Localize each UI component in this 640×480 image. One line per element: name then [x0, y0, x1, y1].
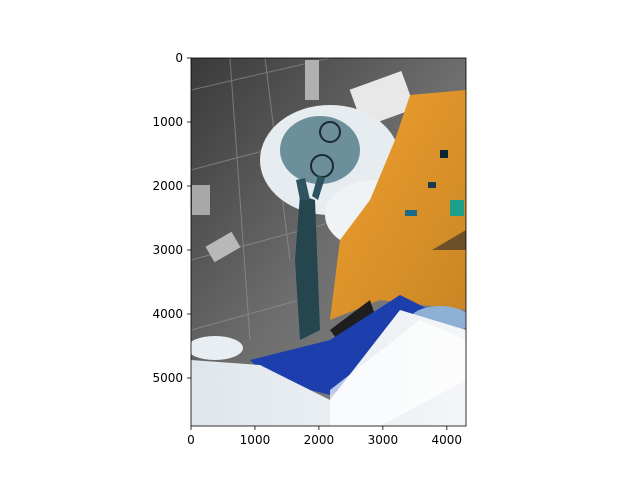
- x-tick-label: 1000: [240, 433, 271, 447]
- y-tick-label: 1000: [152, 115, 183, 129]
- y-tick-label: 4000: [152, 307, 183, 321]
- x-tick-label: 3000: [368, 433, 399, 447]
- y-axis: 0 1000 2000 3000 4000 5000: [152, 51, 191, 385]
- image-frame: [190, 57, 467, 427]
- y-tick-label: 0: [175, 51, 183, 65]
- y-tick-label: 2000: [152, 179, 183, 193]
- y-tick-label: 5000: [152, 371, 183, 385]
- y-tick-label: 3000: [152, 243, 183, 257]
- x-tick-label: 2000: [304, 433, 335, 447]
- x-axis: 0 1000 2000 3000 4000: [187, 426, 462, 447]
- x-tick-label: 0: [187, 433, 195, 447]
- photo: [191, 58, 466, 426]
- x-tick-label: 4000: [432, 433, 463, 447]
